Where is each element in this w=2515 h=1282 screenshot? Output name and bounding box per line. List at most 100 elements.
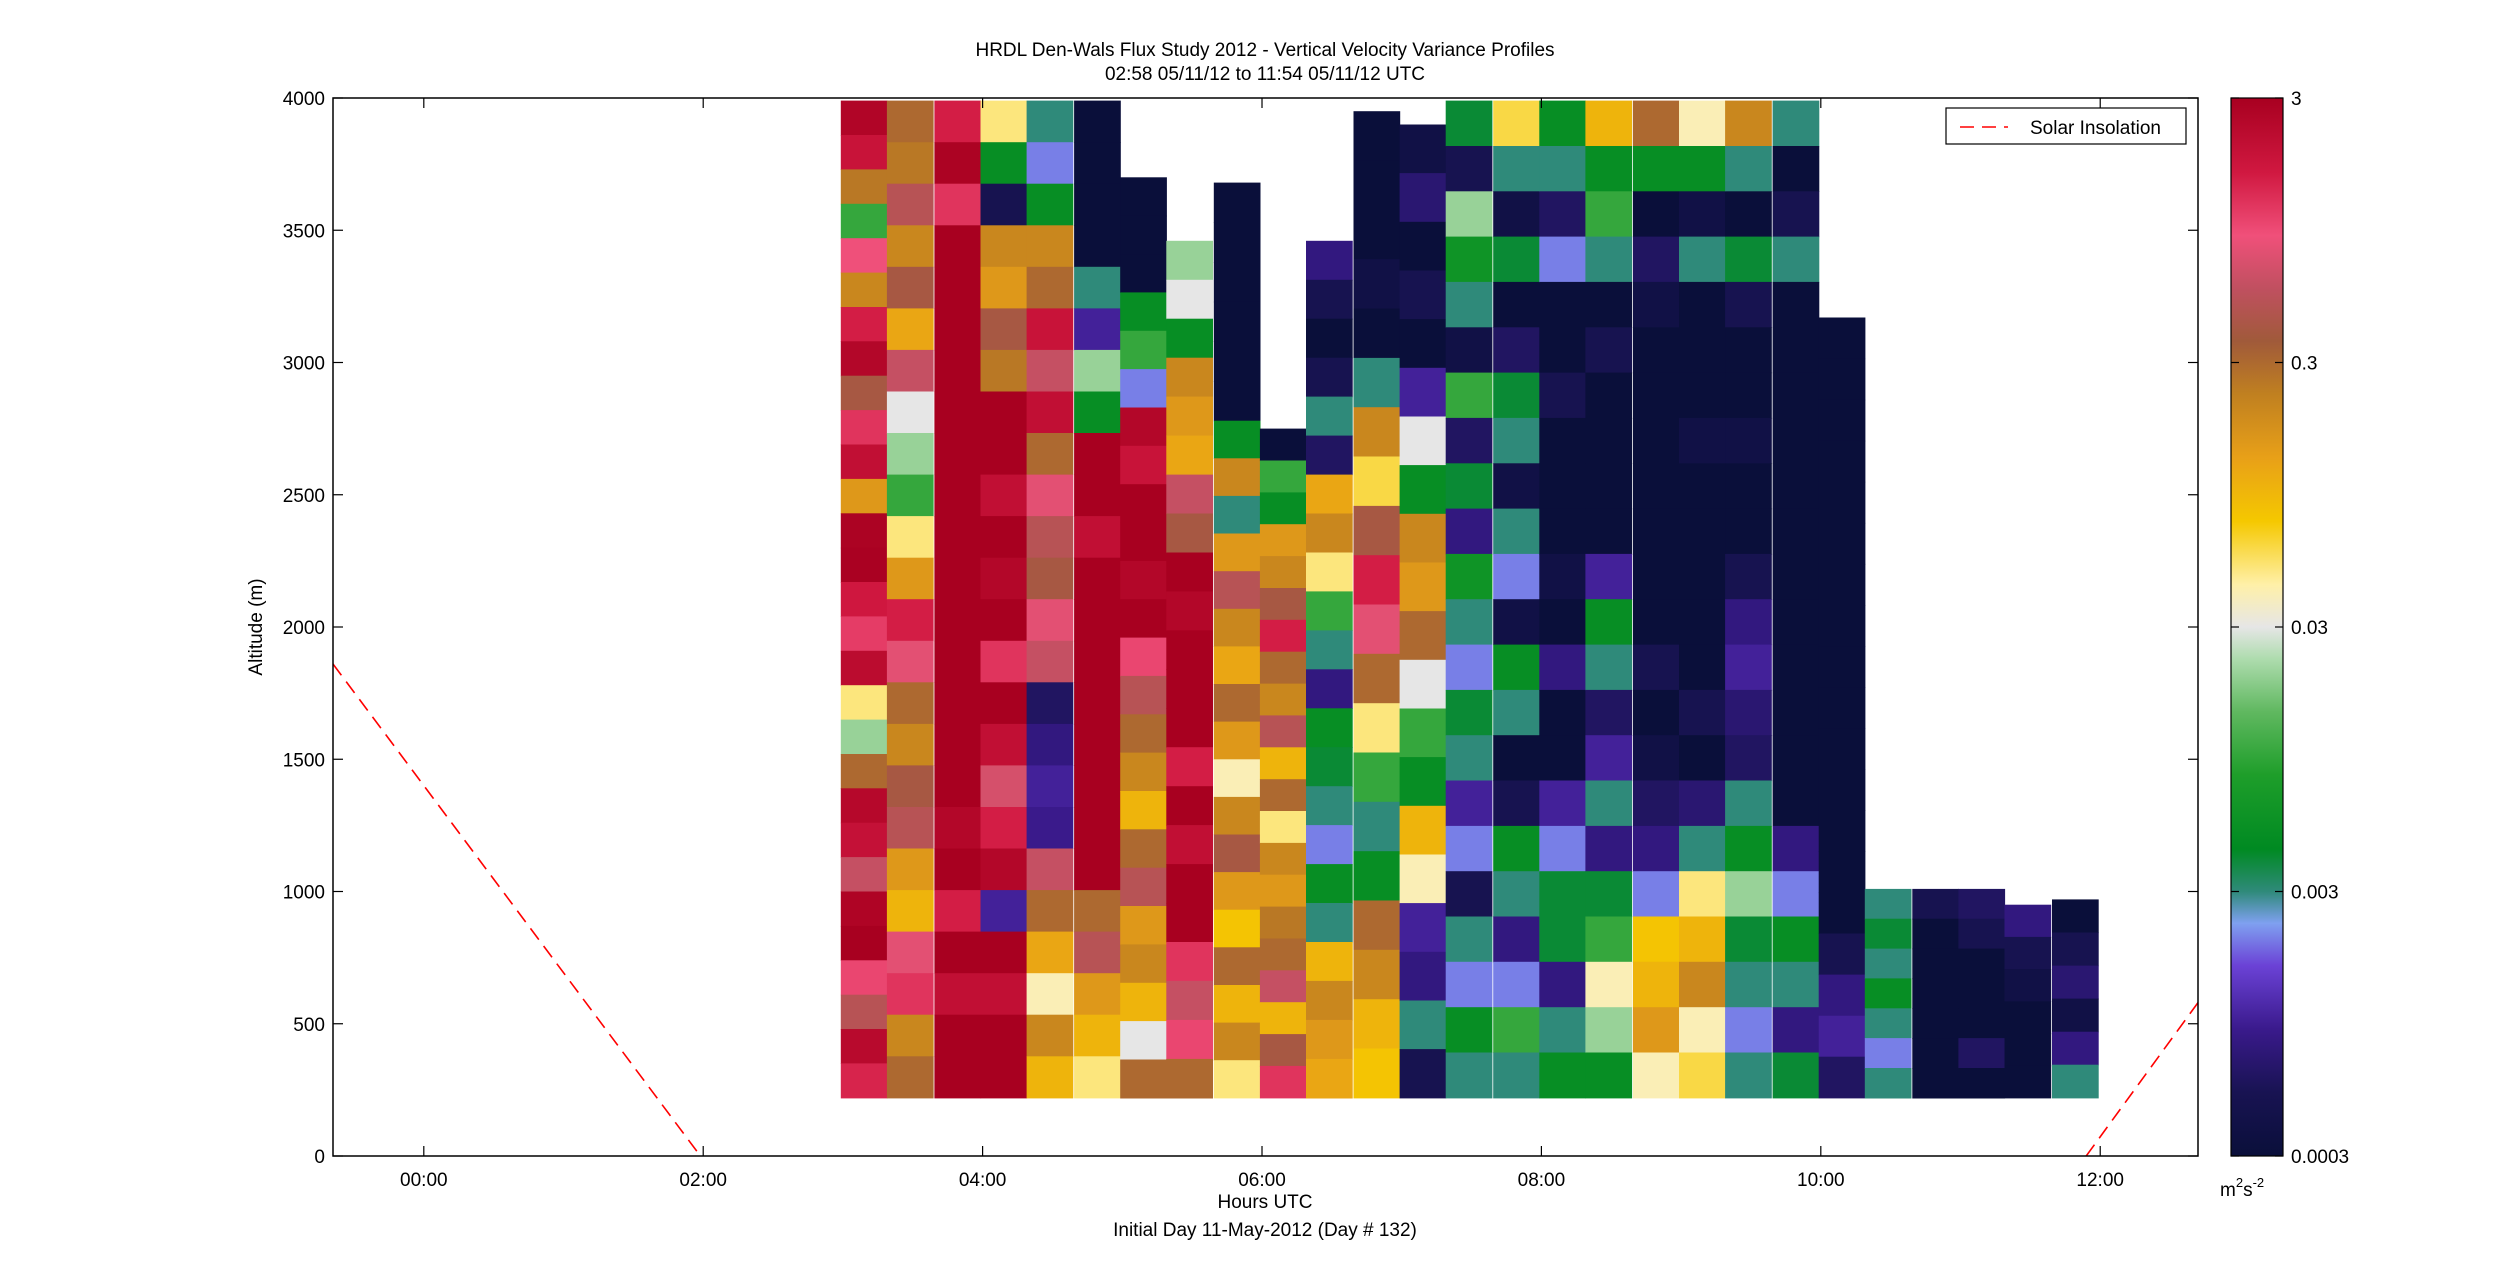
profile-cell	[1539, 599, 1586, 646]
profile-cell	[1259, 524, 1307, 557]
profile-cell	[1074, 433, 1121, 476]
profile-cell	[1585, 553, 1633, 600]
profile-cell	[1772, 372, 1820, 419]
profile-cell	[1166, 279, 1213, 320]
profile-cell	[1679, 825, 1726, 872]
profile-cell	[2004, 1065, 2052, 1099]
profile-cell	[934, 848, 982, 891]
profile-cell	[1399, 416, 1447, 466]
profile-cell	[1912, 1068, 1959, 1099]
profile-cell	[1445, 1052, 1493, 1099]
profile-cell	[1539, 871, 1586, 918]
profile-cell	[934, 973, 982, 1016]
x-tick-label: 10:00	[1797, 1170, 1845, 1191]
profile-cell	[1213, 533, 1261, 572]
profile-cell	[1399, 367, 1447, 418]
profile-cell	[1259, 556, 1307, 589]
profile-cell	[1493, 689, 1540, 736]
profile-cell	[886, 1014, 934, 1057]
profile-cell	[886, 599, 934, 642]
profile-cell	[1026, 142, 1074, 185]
profile-cell	[886, 100, 934, 143]
profile-cell	[1120, 867, 1167, 907]
profile-cell	[1632, 961, 1680, 1008]
profile-cell	[1026, 349, 1074, 392]
profile-cell	[1026, 266, 1074, 309]
profile-cell	[840, 582, 888, 617]
profile-cell	[1632, 236, 1680, 283]
profile-cell	[1818, 646, 1866, 688]
profile-cell	[1259, 428, 1307, 462]
profile-cell	[1725, 780, 1772, 827]
profile-cell	[1026, 682, 1074, 725]
profile-cell	[1259, 842, 1307, 876]
profile-cell	[1632, 553, 1680, 600]
profile-cell	[1026, 225, 1074, 268]
profile-cell	[1213, 420, 1261, 459]
profile-cell	[1213, 262, 1261, 303]
profile-cell	[1074, 557, 1121, 600]
profile-cell	[1772, 1007, 1820, 1054]
profile-cell	[1725, 100, 1772, 147]
profile-cell	[1539, 689, 1586, 736]
profile-cell	[1445, 1007, 1493, 1054]
profile-cell	[1120, 752, 1167, 792]
profile-cell	[1632, 916, 1680, 963]
profile-cell	[934, 349, 982, 392]
profile-cell	[840, 341, 888, 377]
profile-cell	[1259, 970, 1307, 1003]
profile-cell	[1399, 659, 1447, 710]
profile-cell	[1026, 557, 1074, 600]
profile-cell	[1074, 640, 1121, 683]
profile-cell	[1725, 1007, 1772, 1054]
profile-cell	[1632, 735, 1680, 782]
profile-cell	[1120, 982, 1167, 1022]
profile-cell	[840, 478, 888, 514]
profile-cell	[1818, 399, 1866, 442]
profile-cell	[1585, 961, 1633, 1008]
profile-cell	[1166, 980, 1213, 1021]
x-axis-label-2: Initial Day 11-May-2012 (Day # 132)	[1113, 1220, 1417, 1241]
profile-cell	[1864, 1038, 1912, 1069]
profile-cell	[2052, 932, 2099, 967]
x-tick-label: 12:00	[2076, 1170, 2124, 1191]
profile-cell	[1074, 682, 1121, 725]
profile-cell	[1026, 890, 1074, 933]
profile-cell	[1539, 508, 1586, 555]
profile-cell	[886, 765, 934, 808]
profile-cell	[1585, 327, 1633, 374]
profile-cell	[1259, 1002, 1307, 1035]
profile-cell	[1213, 458, 1261, 497]
profile-cell	[1120, 292, 1167, 332]
profile-cell	[840, 100, 888, 136]
profile-cell	[1445, 191, 1493, 238]
profile-cell	[1213, 834, 1261, 873]
profile-cell	[1585, 236, 1633, 283]
profile-cell	[886, 890, 934, 933]
profile-cell	[1679, 417, 1726, 464]
profile-cell	[1493, 1007, 1540, 1054]
profile-cell	[1725, 146, 1772, 192]
profile-cell	[1259, 715, 1307, 748]
profile-cell	[840, 891, 888, 927]
profile-cell	[1493, 508, 1540, 555]
profile-cell	[1026, 474, 1074, 517]
profile-cell	[1585, 1007, 1633, 1054]
profile-cell	[1074, 474, 1121, 517]
profile-cell	[934, 225, 982, 268]
profile-cell	[1539, 916, 1586, 963]
colorbar-tick-label: 0.0003	[2291, 1147, 2349, 1168]
profile-cell	[1353, 111, 1401, 162]
profile-cell	[1632, 100, 1680, 147]
profile-cell	[1213, 684, 1261, 723]
profile-cell	[840, 513, 888, 549]
profile-cell	[1399, 708, 1447, 758]
profile-cell	[1493, 780, 1540, 827]
profile-cell	[1725, 508, 1772, 555]
profile-cell	[1213, 1060, 1261, 1099]
profile-cell	[1632, 463, 1680, 510]
profile-cell	[934, 1056, 982, 1099]
profile-cell	[1306, 357, 1353, 398]
profile-cell	[1353, 604, 1401, 655]
profile-cell	[980, 266, 1028, 309]
